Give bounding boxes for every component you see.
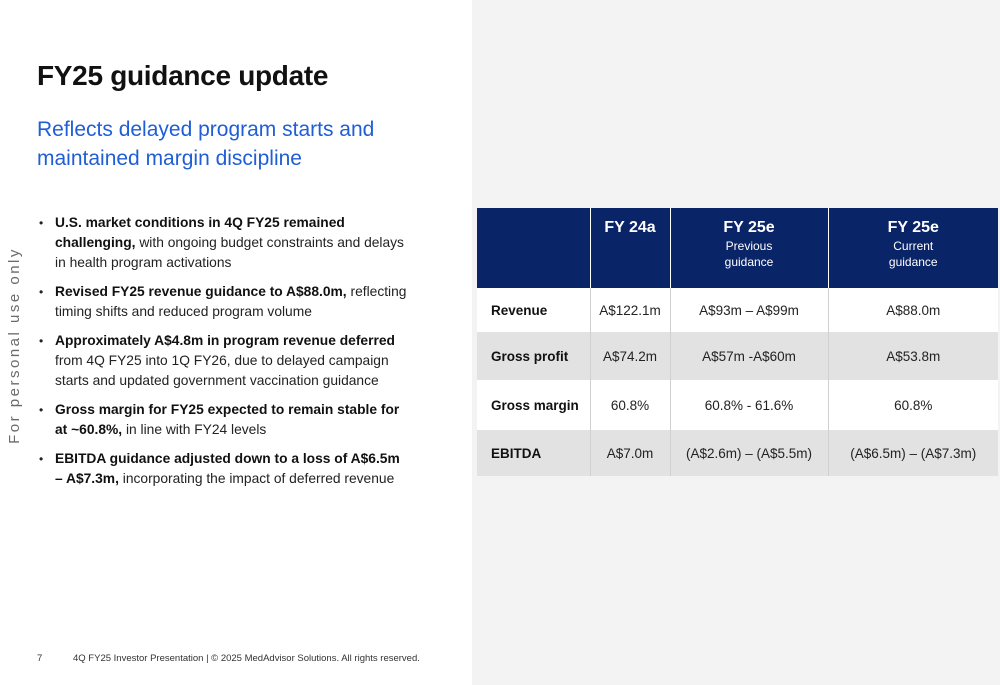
- row-label: Revenue: [477, 288, 590, 332]
- table-cell: A$74.2m: [589, 332, 670, 380]
- table-cell: 60.8%: [827, 380, 998, 430]
- bullet-dot-icon: •: [39, 334, 44, 348]
- guidance-table: FY 24a FY 25e Previous guidance FY 25e C…: [477, 208, 998, 476]
- bullet-item: • Gross margin for FY25 expected to remai…: [37, 400, 409, 440]
- bullet-text: incorporating the impact of deferred rev…: [118, 471, 395, 486]
- bullet-dot-icon: •: [39, 452, 44, 466]
- bullet-list: • U.S. market conditions in 4Q FY25 remai…: [37, 213, 409, 498]
- bullet-item: • Revised FY25 revenue guidance to A$88.0…: [37, 282, 409, 322]
- bullet-bold: Revised FY25 revenue guidance to A$88.0m…: [55, 284, 347, 299]
- table-cell: A$57m -A$60m: [669, 332, 828, 380]
- table-cell: (A$6.5m) – (A$7.3m): [827, 430, 998, 476]
- table-header-fy24a: FY 24a: [589, 208, 670, 288]
- page-title: FY25 guidance update: [37, 60, 329, 91]
- row-label: Gross margin: [477, 380, 590, 430]
- bullet-item: • Approximately A$4.8m in program revenue…: [37, 331, 409, 391]
- watermark-text: For personal use only: [5, 246, 23, 444]
- table-cell: A$7.0m: [589, 430, 670, 476]
- bullet-bold: EBITDA guidance adjusted down to a loss …: [55, 451, 400, 486]
- table-cell: 60.8%: [589, 380, 670, 430]
- table-cell: 60.8% - 61.6%: [669, 380, 828, 430]
- table-cell: A$53.8m: [827, 332, 998, 380]
- bullet-bold: U.S. market conditions in 4Q FY25 remain…: [55, 215, 345, 250]
- header-sub: guidance: [888, 255, 938, 269]
- table-cell: A$122.1m: [589, 288, 670, 332]
- header-main: FY 25e: [723, 219, 775, 236]
- header-main: FY 25e: [887, 219, 939, 236]
- table-header-empty: [477, 208, 590, 288]
- table-header-fy25e-previous: FY 25e Previous guidance: [669, 208, 828, 288]
- row-label: Gross profit: [477, 332, 590, 380]
- bullet-bold: Approximately A$4.8m in program revenue …: [55, 333, 395, 348]
- bullet-dot-icon: •: [39, 216, 44, 230]
- footer: 7 4Q FY25 Investor Presentation | © 2025 …: [37, 653, 420, 664]
- bullet-dot-icon: •: [39, 403, 44, 417]
- header-sub: guidance: [724, 255, 774, 269]
- table-header-fy25e-current: FY 25e Current guidance: [827, 208, 998, 288]
- header-main: FY 24a: [604, 219, 656, 236]
- table-cell: A$93m – A$99m: [669, 288, 828, 332]
- footer-text: 4Q FY25 Investor Presentation | © 2025 M…: [73, 653, 420, 664]
- row-label: EBITDA: [477, 430, 590, 476]
- page-subtitle: Reflects delayed program starts and main…: [37, 118, 375, 170]
- page-number: 7: [37, 653, 43, 664]
- bullet-dot-icon: •: [39, 285, 44, 299]
- header-sub: Current: [893, 239, 934, 253]
- bullet-text: reflecting timing shifts and reduced pro…: [55, 284, 407, 319]
- watermark: For personal use only: [2, 247, 26, 444]
- table-row-ebitda: EBITDA A$7.0m (A$2.6m) – (A$5.5m) (A$6.5…: [477, 430, 998, 476]
- table-row-revenue: Revenue A$122.1m A$93m – A$99m A$88.0m: [477, 288, 998, 332]
- table-row-gross-margin: Gross margin 60.8% 60.8% - 61.6% 60.8%: [477, 380, 998, 430]
- bullet-text: from 4Q FY25 into 1Q FY26, due to delaye…: [55, 353, 389, 388]
- bullet-text: with ongoing budget constraints and dela…: [55, 235, 404, 270]
- bullet-item: • EBITDA guidance adjusted down to a loss…: [37, 449, 409, 489]
- bullet-item: • U.S. market conditions in 4Q FY25 remai…: [37, 213, 409, 273]
- bullet-bold: Gross margin for FY25 expected to remain…: [55, 402, 400, 437]
- bullet-text: in line with FY24 levels: [122, 422, 267, 437]
- header-sub: Previous: [725, 239, 773, 253]
- table-header-row: FY 24a FY 25e Previous guidance FY 25e C…: [477, 208, 998, 288]
- table-cell: (A$2.6m) – (A$5.5m): [669, 430, 828, 476]
- table-row-gross-profit: Gross profit A$74.2m A$57m -A$60m A$53.8…: [477, 332, 998, 380]
- table-cell: A$88.0m: [827, 288, 998, 332]
